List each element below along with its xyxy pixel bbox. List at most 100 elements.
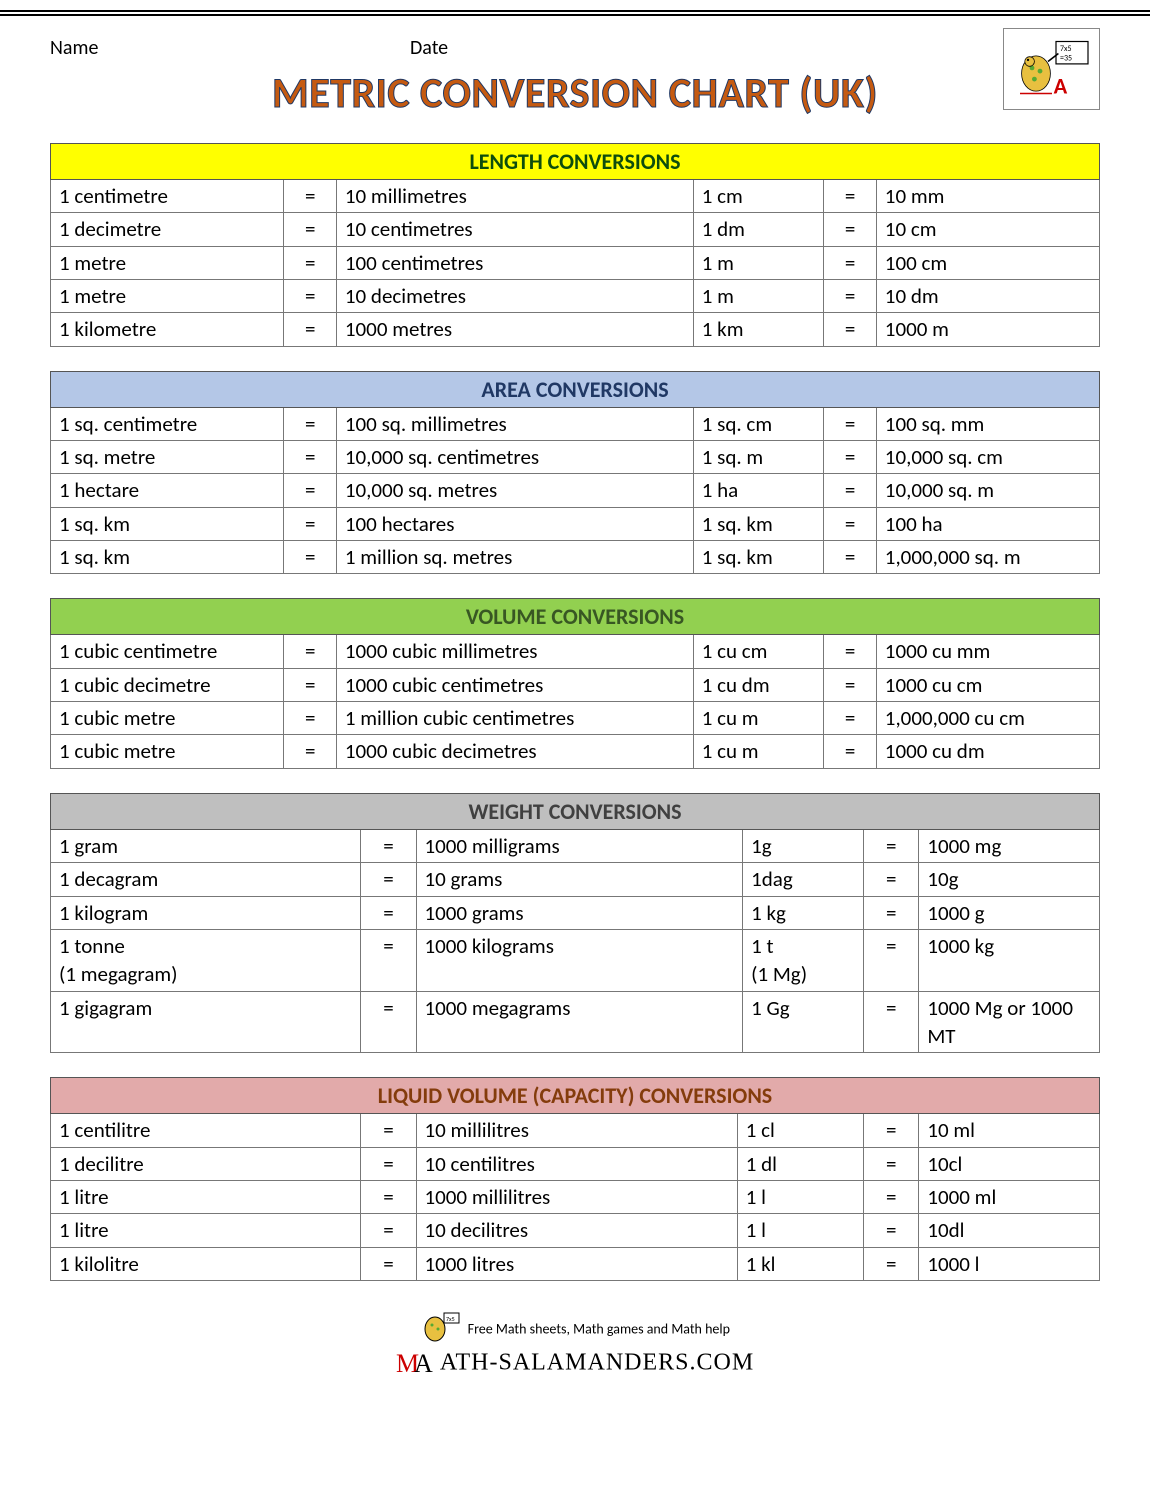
length-table: LENGTH CONVERSIONS1 centimetre=10 millim… [50,143,1100,347]
table-cell: = [864,1214,919,1247]
table-cell: 10,000 sq. metres [336,474,693,507]
table-row: 1 kilometre=1000 metres1 km=1000 m [51,313,1100,346]
table-cell: 10g [919,863,1100,896]
table-cell: 100 sq. mm [876,407,1099,440]
table-cell: 1 cu dm [693,668,824,701]
table-cell: = [284,313,336,346]
table-cell: 1 cubic centimetre [51,635,284,668]
name-label: Name [50,36,410,60]
table-cell: 1000 cu mm [876,635,1099,668]
table-cell: = [824,702,876,735]
table-cell: 10 decimetres [336,280,693,313]
table-cell: = [864,991,919,1053]
liquid-header: LIQUID VOLUME (CAPACITY) CONVERSIONS [51,1078,1100,1114]
table-cell: 1 litre [51,1214,361,1247]
table-cell: 1000 cu cm [876,668,1099,701]
length-header: LENGTH CONVERSIONS [51,144,1100,180]
weight-table: WEIGHT CONVERSIONS1 gram=1000 milligrams… [50,793,1100,1053]
table-cell: 1 kg [743,896,864,929]
table-cell: = [361,896,416,929]
table-cell: = [824,280,876,313]
table-cell: 1 million sq. metres [336,541,693,574]
table-cell: = [284,441,336,474]
table-cell: = [824,541,876,574]
table-cell: 1 hectare [51,474,284,507]
table-cell: 100 hectares [336,507,693,540]
table-cell: = [824,313,876,346]
volume-header: VOLUME CONVERSIONS [51,599,1100,635]
table-cell: 1000 l [919,1247,1100,1280]
table-cell: 1 decimetre [51,213,284,246]
table-cell: 1000 grams [416,896,743,929]
table-cell: = [864,1114,919,1147]
table-cell: = [284,180,336,213]
title-wrap: METRIC CONVERSION CHART (UK) 7x5 =35 A [50,68,1100,119]
table-row: 1 sq. km=1 million sq. metres1 sq. km=1,… [51,541,1100,574]
table-row: 1 gram=1000 milligrams1g=1000 mg [51,829,1100,862]
table-cell: 1 gram [51,829,361,862]
table-cell: 10 dm [876,280,1099,313]
table-cell: = [361,829,416,862]
table-row: 1 metre=10 decimetres1 m=10 dm [51,280,1100,313]
table-cell: 1000 Mg or 1000 MT [919,991,1100,1053]
table-cell: 1 cubic metre [51,735,284,768]
area-header: AREA CONVERSIONS [51,371,1100,407]
table-cell: = [284,407,336,440]
table-cell: = [284,474,336,507]
table-cell: = [361,1114,416,1147]
volume-table: VOLUME CONVERSIONS1 cubic centimetre=100… [50,598,1100,768]
table-cell: 10,000 sq. centimetres [336,441,693,474]
table-cell: 1 million cubic centimetres [336,702,693,735]
table-cell: 1 sq. cm [693,407,824,440]
table-cell: 1 cm [693,180,824,213]
table-cell: 1 centilitre [51,1114,361,1147]
table-cell: 10,000 sq. m [876,474,1099,507]
table-row: 1 litre=1000 millilitres1 l=1000 ml [51,1180,1100,1213]
table-cell: = [361,1180,416,1213]
table-cell: 1 km [693,313,824,346]
table-cell: 1 gigagram [51,991,361,1053]
table-cell: 100 sq. millimetres [336,407,693,440]
table-cell: = [864,1247,919,1280]
table-cell: 1 tonne(1 megagram) [51,929,361,991]
table-cell: 1 kilolitre [51,1247,361,1280]
table-cell: 1 sq. km [51,507,284,540]
table-cell: 1 kilometre [51,313,284,346]
table-cell: = [361,863,416,896]
table-cell: 1 cubic metre [51,702,284,735]
table-row: 1 hectare=10,000 sq. metres1 ha=10,000 s… [51,474,1100,507]
table-cell: = [864,1180,919,1213]
table-cell: = [824,635,876,668]
table-cell: 1 metre [51,280,284,313]
table-cell: = [824,474,876,507]
table-cell: 1 cu m [693,735,824,768]
table-cell: = [864,929,919,991]
footer-url: ATH-SALAMANDERS.COM [440,1349,754,1375]
table-cell: = [864,863,919,896]
tables-container: LENGTH CONVERSIONS1 centimetre=10 millim… [50,143,1100,1281]
table-cell: 1 cl [737,1114,864,1147]
table-cell: 10 grams [416,863,743,896]
date-label: Date [410,36,448,60]
salamander-icon: 7x5 =35 A [1012,37,1092,102]
table-cell: = [284,735,336,768]
table-cell: 1 sq. centimetre [51,407,284,440]
table-cell: = [361,991,416,1053]
table-row: 1 kilogram=1000 grams1 kg=1000 g [51,896,1100,929]
table-row: 1 cubic decimetre=1000 cubic centimetres… [51,668,1100,701]
table-cell: = [824,246,876,279]
page: Name Date METRIC CONVERSION CHART (UK) 7… [0,10,1150,1393]
table-cell: 10 centimetres [336,213,693,246]
table-row: 1 centimetre=10 millimetres1 cm=10 mm [51,180,1100,213]
logo: 7x5 =35 A [1003,28,1100,110]
table-row: 1 centilitre=10 millilitres1 cl=10 ml [51,1114,1100,1147]
table-cell: 1000 metres [336,313,693,346]
table-cell: 1dag [743,863,864,896]
table-cell: 10 cm [876,213,1099,246]
table-cell: 1 centimetre [51,180,284,213]
table-cell: = [284,507,336,540]
table-cell: 10 millimetres [336,180,693,213]
table-cell: 1 m [693,246,824,279]
table-cell: 100 cm [876,246,1099,279]
table-row: 1 sq. centimetre=100 sq. millimetres1 sq… [51,407,1100,440]
